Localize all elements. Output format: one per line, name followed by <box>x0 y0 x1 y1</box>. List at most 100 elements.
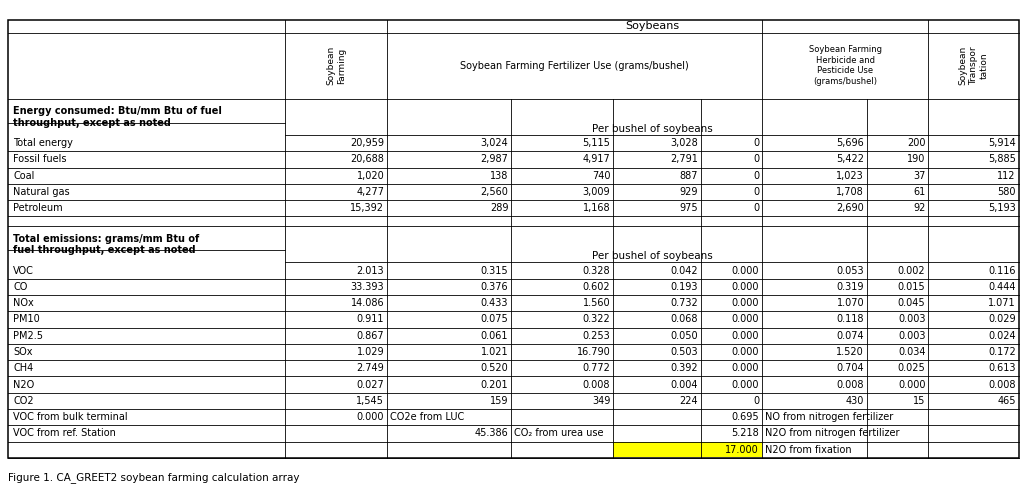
Polygon shape <box>613 442 762 457</box>
Text: 0: 0 <box>753 154 759 164</box>
Text: Soybean Farming
Herbicide and
Pesticide Use
(grams/bushel): Soybean Farming Herbicide and Pesticide … <box>809 46 882 86</box>
Text: 0.613: 0.613 <box>988 363 1016 373</box>
Text: 0.000: 0.000 <box>731 347 759 357</box>
Text: 0.008: 0.008 <box>837 380 864 390</box>
Text: SOx: SOx <box>13 347 33 357</box>
Text: PM10: PM10 <box>13 314 40 325</box>
Text: 5,193: 5,193 <box>988 203 1016 213</box>
Text: 0.000: 0.000 <box>356 412 384 422</box>
Text: 0.004: 0.004 <box>671 380 698 390</box>
Text: 975: 975 <box>679 203 698 213</box>
Text: 14.086: 14.086 <box>350 298 384 308</box>
Text: VOC: VOC <box>13 266 34 276</box>
Text: Coal: Coal <box>13 171 35 181</box>
Text: CO: CO <box>13 282 28 292</box>
Text: Fossil fuels: Fossil fuels <box>13 154 67 164</box>
Text: 0.000: 0.000 <box>731 266 759 276</box>
Text: 0.444: 0.444 <box>988 282 1016 292</box>
Text: 20,688: 20,688 <box>350 154 384 164</box>
Text: 112: 112 <box>997 171 1016 181</box>
Text: Soybean Farming Fertilizer Use (grams/bushel): Soybean Farming Fertilizer Use (grams/bu… <box>461 60 689 71</box>
Text: Figure 1. CA_GREET2 soybean farming calculation array: Figure 1. CA_GREET2 soybean farming calc… <box>8 472 300 483</box>
Text: 0.911: 0.911 <box>356 314 384 325</box>
Text: Soybean
Transpor
tation: Soybean Transpor tation <box>958 46 988 85</box>
Text: 4,277: 4,277 <box>356 187 384 197</box>
Text: 0.008: 0.008 <box>988 380 1016 390</box>
Text: 0.000: 0.000 <box>731 314 759 325</box>
Text: 2,987: 2,987 <box>480 154 508 164</box>
Text: Soybeans: Soybeans <box>625 21 679 31</box>
Text: N2O from fixation: N2O from fixation <box>765 445 852 455</box>
Text: 430: 430 <box>846 396 864 406</box>
Text: 1,545: 1,545 <box>356 396 384 406</box>
Text: 5,696: 5,696 <box>837 138 864 148</box>
Text: 740: 740 <box>592 171 610 181</box>
Text: 200: 200 <box>907 138 926 148</box>
Text: 0: 0 <box>753 203 759 213</box>
Text: 1.029: 1.029 <box>356 347 384 357</box>
Text: 2,560: 2,560 <box>480 187 508 197</box>
Text: Per bushel of soybeans: Per bushel of soybeans <box>592 251 713 261</box>
Text: 3,028: 3,028 <box>670 138 698 148</box>
Text: 1.560: 1.560 <box>583 298 610 308</box>
Text: 0.061: 0.061 <box>481 331 508 341</box>
Text: 5,885: 5,885 <box>988 154 1016 164</box>
Text: 0.376: 0.376 <box>480 282 508 292</box>
Text: 0.015: 0.015 <box>898 282 926 292</box>
Text: 0.042: 0.042 <box>671 266 698 276</box>
Text: 887: 887 <box>679 171 698 181</box>
Text: 0.000: 0.000 <box>731 282 759 292</box>
Text: 0.319: 0.319 <box>837 282 864 292</box>
Text: 0.704: 0.704 <box>837 363 864 373</box>
Text: 4,917: 4,917 <box>583 154 610 164</box>
Text: 349: 349 <box>592 396 610 406</box>
Text: NO from nitrogen fertilizer: NO from nitrogen fertilizer <box>765 412 894 422</box>
Text: 5,914: 5,914 <box>988 138 1016 148</box>
Text: 0.172: 0.172 <box>988 347 1016 357</box>
Text: PM2.5: PM2.5 <box>13 331 43 341</box>
Text: 0.025: 0.025 <box>898 363 926 373</box>
Text: 5.218: 5.218 <box>731 429 759 439</box>
Text: 0.732: 0.732 <box>670 298 698 308</box>
Text: CO2: CO2 <box>13 396 34 406</box>
Text: 580: 580 <box>997 187 1016 197</box>
Text: 45.386: 45.386 <box>474 429 508 439</box>
Text: 2,791: 2,791 <box>670 154 698 164</box>
Text: 0.068: 0.068 <box>671 314 698 325</box>
Text: 0.000: 0.000 <box>731 298 759 308</box>
Text: 0.695: 0.695 <box>731 412 759 422</box>
Text: 0.118: 0.118 <box>837 314 864 325</box>
Text: 2.013: 2.013 <box>356 266 384 276</box>
Text: 5,115: 5,115 <box>583 138 610 148</box>
Text: 0.328: 0.328 <box>583 266 610 276</box>
Text: Petroleum: Petroleum <box>13 203 62 213</box>
Text: 1.021: 1.021 <box>480 347 508 357</box>
Text: 0.201: 0.201 <box>480 380 508 390</box>
Text: CO₂ from urea use: CO₂ from urea use <box>514 429 604 439</box>
Text: 224: 224 <box>679 396 698 406</box>
Text: 92: 92 <box>913 203 926 213</box>
Text: 0.193: 0.193 <box>671 282 698 292</box>
Text: 1,023: 1,023 <box>837 171 864 181</box>
Text: 465: 465 <box>997 396 1016 406</box>
Text: NOx: NOx <box>13 298 34 308</box>
Text: 190: 190 <box>907 154 926 164</box>
Text: 15,392: 15,392 <box>350 203 384 213</box>
Text: 0.116: 0.116 <box>988 266 1016 276</box>
Text: 0.000: 0.000 <box>898 380 926 390</box>
Text: 61: 61 <box>913 187 926 197</box>
Text: VOC from bulk terminal: VOC from bulk terminal <box>13 412 128 422</box>
Text: 5,422: 5,422 <box>837 154 864 164</box>
Text: 0.000: 0.000 <box>731 363 759 373</box>
Text: 17.000: 17.000 <box>725 445 759 455</box>
Text: CH4: CH4 <box>13 363 34 373</box>
Text: 3,009: 3,009 <box>583 187 610 197</box>
Text: Total emissions: grams/mm Btu of
fuel throughput, except as noted: Total emissions: grams/mm Btu of fuel th… <box>13 234 200 255</box>
Polygon shape <box>8 20 1019 458</box>
Text: 1,708: 1,708 <box>837 187 864 197</box>
Text: 0.008: 0.008 <box>583 380 610 390</box>
Text: 0.772: 0.772 <box>583 363 610 373</box>
Text: 0.050: 0.050 <box>671 331 698 341</box>
Text: N2O from nitrogen fertilizer: N2O from nitrogen fertilizer <box>765 429 900 439</box>
Text: 0.520: 0.520 <box>480 363 508 373</box>
